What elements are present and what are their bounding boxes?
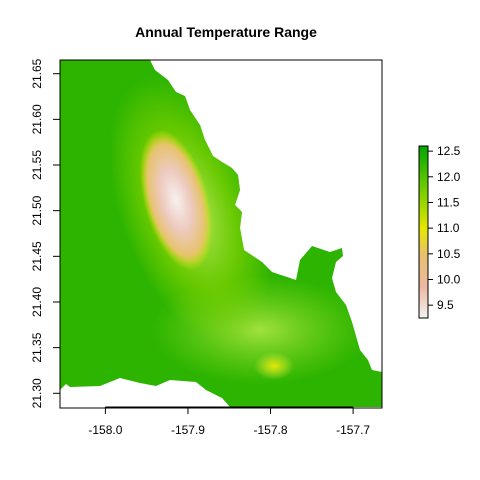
y-axis: 21.30 21.35 21.40 21.45 21.50 21.55 21.60 21.65: [30, 58, 61, 408]
yellow-hotspot: [254, 352, 294, 380]
chart-title: Annual Temperature Range: [135, 24, 317, 40]
y-tick-label: 21.60: [30, 104, 44, 134]
y-tick-label: 21.40: [30, 287, 44, 317]
legend-tick-label: 12.0: [437, 170, 461, 184]
y-tick-label: 21.55: [30, 150, 44, 180]
x-axis: -158.0 -157.9 -157.8 -157.7: [88, 406, 370, 437]
y-tick-label: 21.65: [30, 58, 44, 88]
x-tick-label: -158.0: [88, 423, 122, 437]
y-tick-label: 21.35: [30, 332, 44, 362]
y-tick-label: 21.50: [30, 195, 44, 225]
legend-tick-label: 11.5: [437, 195, 460, 209]
y-tick-label: 21.45: [30, 241, 44, 271]
legend-tick-label: 10.5: [437, 247, 461, 261]
legend-ticks: 9.5 10.0 10.5 11.0 11.5 12.0 12.5: [428, 144, 461, 312]
x-tick-label: -157.8: [254, 423, 288, 437]
legend-colorbar: [418, 145, 429, 319]
legend-tick-label: 10.0: [437, 272, 461, 286]
x-tick-label: -157.7: [336, 423, 370, 437]
legend-tick-label: 11.0: [437, 221, 460, 235]
ridge-inner: [139, 129, 213, 271]
y-tick-label: 21.30: [30, 378, 44, 408]
legend-tick-label: 9.5: [437, 298, 454, 312]
x-tick-label: -157.9: [171, 423, 205, 437]
legend: 9.5 10.0 10.5 11.0 11.5 12.0 12.5: [418, 144, 461, 319]
legend-tick-label: 12.5: [437, 144, 461, 158]
temperature-raster: [60, 60, 382, 407]
